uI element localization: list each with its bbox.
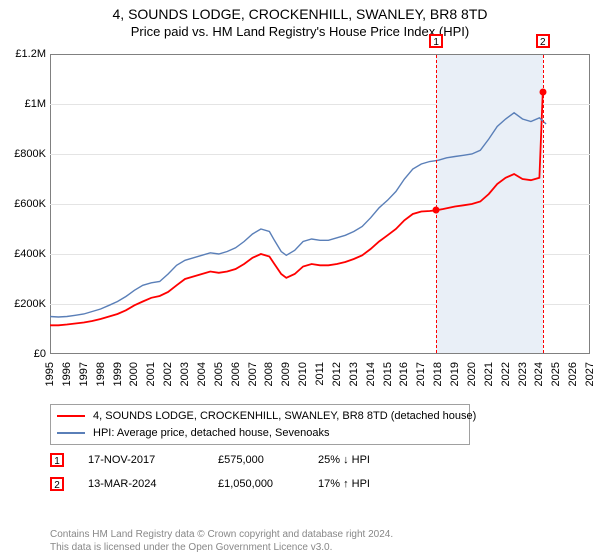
event-marker: 2 [536, 34, 550, 48]
footer-attribution: Contains HM Land Registry data © Crown c… [50, 528, 393, 554]
series-price_paid [50, 92, 543, 326]
title-block: 4, SOUNDS LODGE, CROCKENHILL, SWANLEY, B… [0, 0, 600, 39]
x-axis-label: 2018 [432, 362, 444, 386]
x-axis-label: 2022 [500, 362, 512, 386]
x-axis-label: 2026 [567, 362, 579, 386]
data-point [433, 207, 440, 214]
x-axis-label: 2027 [584, 362, 596, 386]
legend-label: HPI: Average price, detached house, Seve… [93, 425, 329, 442]
x-axis-label: 2002 [162, 362, 174, 386]
line-plot [50, 54, 590, 354]
x-axis-label: 2000 [128, 362, 140, 386]
x-axis-label: 2006 [230, 362, 242, 386]
chart-subtitle: Price paid vs. HM Land Registry's House … [0, 24, 600, 39]
x-axis-label: 2008 [263, 362, 275, 386]
x-axis-label: 1998 [95, 362, 107, 386]
x-axis-label: 2013 [348, 362, 360, 386]
x-axis-label: 2012 [331, 362, 343, 386]
x-axis-label: 2016 [398, 362, 410, 386]
sale-date: 17-NOV-2017 [88, 454, 218, 466]
x-axis-label: 2024 [533, 362, 545, 386]
y-axis-label: £400K [14, 248, 46, 260]
x-axis-label: 1999 [112, 362, 124, 386]
event-vline [543, 55, 544, 353]
x-axis-label: 2015 [382, 362, 394, 386]
y-axis-label: £1M [25, 98, 46, 110]
y-axis-label: £200K [14, 298, 46, 310]
table-row: 2 13-MAR-2024 £1,050,000 17% ↑ HPI [50, 472, 398, 496]
marker-badge: 2 [50, 477, 64, 491]
x-axis-label: 2017 [415, 362, 427, 386]
data-point [539, 88, 546, 95]
sale-delta: 25% ↓ HPI [318, 454, 398, 466]
x-axis-label: 2025 [550, 362, 562, 386]
event-vline [436, 55, 437, 353]
table-row: 1 17-NOV-2017 £575,000 25% ↓ HPI [50, 448, 398, 472]
sale-date: 13-MAR-2024 [88, 478, 218, 490]
x-axis-label: 2019 [449, 362, 461, 386]
legend-item-price-paid: 4, SOUNDS LODGE, CROCKENHILL, SWANLEY, B… [57, 408, 463, 425]
chart-area: £0 £200K £400K £600K £800K £1M £1.2M 1995 1996 1… [10, 46, 594, 396]
chart-container: 4, SOUNDS LODGE, CROCKENHILL, SWANLEY, B… [0, 0, 600, 560]
series-hpi [50, 113, 546, 317]
marker-badge: 1 [50, 453, 64, 467]
legend-swatch [57, 432, 85, 434]
x-axis-label: 2001 [145, 362, 157, 386]
x-axis-label: 1996 [61, 362, 73, 386]
y-axis-label: £800K [14, 148, 46, 160]
x-axis-label: 2021 [483, 362, 495, 386]
legend-swatch [57, 415, 85, 417]
x-axis-label: 2009 [280, 362, 292, 386]
x-axis-label: 1997 [78, 362, 90, 386]
x-axis-label: 2005 [213, 362, 225, 386]
y-axis-label: £0 [34, 348, 46, 360]
legend: 4, SOUNDS LODGE, CROCKENHILL, SWANLEY, B… [50, 404, 470, 445]
footer-line: Contains HM Land Registry data © Crown c… [50, 528, 393, 541]
chart-title: 4, SOUNDS LODGE, CROCKENHILL, SWANLEY, B… [0, 6, 600, 22]
x-axis-label: 2014 [365, 362, 377, 386]
sale-delta: 17% ↑ HPI [318, 478, 398, 490]
x-axis-label: 2004 [196, 362, 208, 386]
x-axis-label: 2023 [517, 362, 529, 386]
x-axis-label: 2003 [179, 362, 191, 386]
sale-price: £1,050,000 [218, 478, 318, 490]
x-axis-label: 2011 [314, 362, 326, 386]
legend-label: 4, SOUNDS LODGE, CROCKENHILL, SWANLEY, B… [93, 408, 476, 425]
sales-table: 1 17-NOV-2017 £575,000 25% ↓ HPI 2 13-MA… [50, 448, 398, 496]
x-axis-label: 1995 [44, 362, 56, 386]
x-axis-label: 2010 [297, 362, 309, 386]
footer-line: This data is licensed under the Open Gov… [50, 541, 393, 554]
x-axis-label: 2007 [247, 362, 259, 386]
sale-price: £575,000 [218, 454, 318, 466]
y-axis-label: £600K [14, 198, 46, 210]
legend-item-hpi: HPI: Average price, detached house, Seve… [57, 425, 463, 442]
event-marker: 1 [429, 34, 443, 48]
y-axis-label: £1.2M [15, 48, 46, 60]
x-axis-label: 2020 [466, 362, 478, 386]
